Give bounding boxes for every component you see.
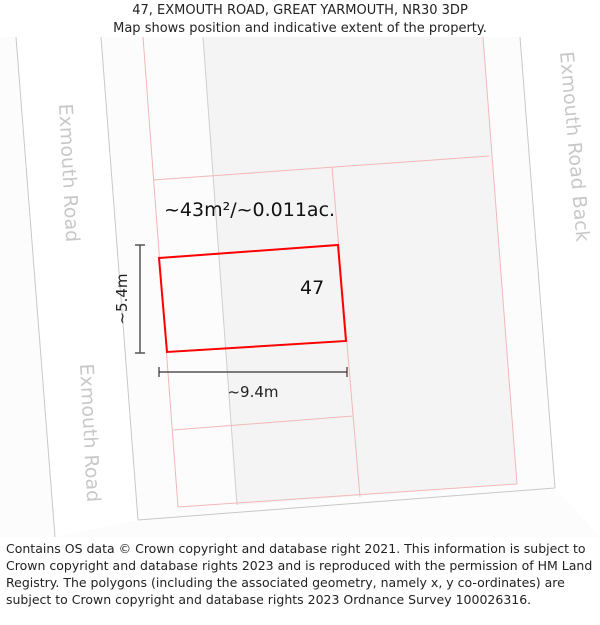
road-edge-line [100, 37, 139, 521]
map-subtitle: Map shows position and indicative extent… [113, 21, 487, 36]
property-address-title: 47, EXMOUTH ROAD, GREAT YARMOUTH, NR30 3… [132, 3, 468, 18]
road-edge-line [137, 487, 556, 521]
property-map[interactable]: ~5.4m ~9.4m ~43m²/~0.011ac. 47 Exmouth R… [0, 37, 600, 537]
road-area-left [16, 37, 138, 537]
building-edge-line [202, 37, 238, 506]
copyright-attribution: Contains OS data © Crown copyright and d… [6, 541, 593, 607]
width-dimension-marker [158, 367, 348, 377]
height-dimension-marker [135, 244, 145, 354]
building-block [203, 37, 517, 505]
width-dimension-label: ~9.4m [227, 383, 278, 401]
road-edge-line [519, 37, 556, 489]
map-header: 47, EXMOUTH ROAD, GREAT YARMOUTH, NR30 3… [0, 0, 600, 38]
parcel-boundaries [142, 37, 518, 508]
plot-number-label: 47 [300, 277, 324, 299]
height-dimension-label: ~5.4m [113, 273, 131, 324]
road-area-right [520, 37, 600, 537]
road-edge-line [15, 37, 56, 537]
property-boundary[interactable] [157, 243, 348, 354]
area-label: ~43m²/~0.011ac. [164, 199, 335, 221]
